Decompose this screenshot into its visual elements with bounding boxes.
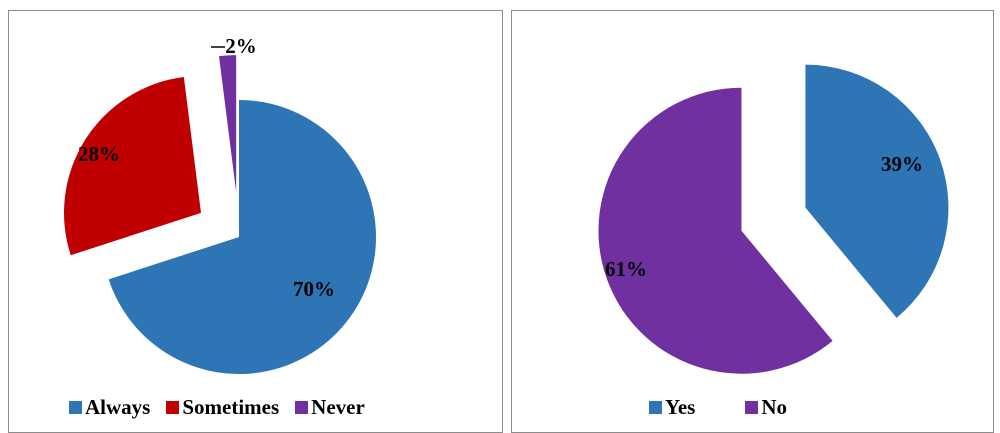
- data-label-no: 61%: [605, 257, 647, 281]
- legend-label-no: No: [761, 395, 788, 419]
- legend-label-sometimes: Sometimes: [182, 395, 280, 419]
- pie-chart-yes-no: 39% 61%: [598, 64, 949, 374]
- pie-slice-no: [598, 87, 833, 374]
- legend-swatch-no: [745, 401, 759, 414]
- pie-slice-sometimes: [64, 76, 202, 256]
- legend-item-never: Never: [295, 395, 365, 420]
- legend-item-yes: Yes: [649, 395, 695, 420]
- data-label-yes: 39%: [881, 152, 923, 176]
- legend-swatch-never: [295, 401, 309, 414]
- legend-swatch-yes: [649, 401, 662, 414]
- legend-item-no: No: [745, 395, 787, 420]
- legend-item-sometimes: Sometimes: [166, 395, 279, 420]
- legend-label-always: Always: [85, 395, 151, 419]
- legend-label-yes: Yes: [665, 395, 696, 419]
- legend: Yes No: [649, 395, 837, 420]
- legend-swatch-always: [69, 401, 82, 414]
- pie-slice-yes: [805, 64, 949, 318]
- legend-swatch-sometimes: [166, 401, 180, 414]
- pie-chart-frequency: 70% 28% 2%: [64, 34, 376, 374]
- chart-panel-left: 70% 28% 2% Always Sometimes Never: [8, 10, 503, 433]
- data-label-never: 2%: [225, 34, 257, 58]
- legend-item-always: Always: [69, 395, 150, 420]
- data-label-always: 70%: [293, 277, 335, 301]
- data-label-sometimes: 28%: [78, 142, 120, 166]
- pie-slice-always: [108, 100, 376, 374]
- legend-label-never: Never: [311, 395, 365, 419]
- chart-panel-right: 39% 61% Yes No: [511, 10, 994, 433]
- pie-slice-never: [219, 55, 237, 193]
- legend: Always Sometimes Never: [69, 395, 381, 420]
